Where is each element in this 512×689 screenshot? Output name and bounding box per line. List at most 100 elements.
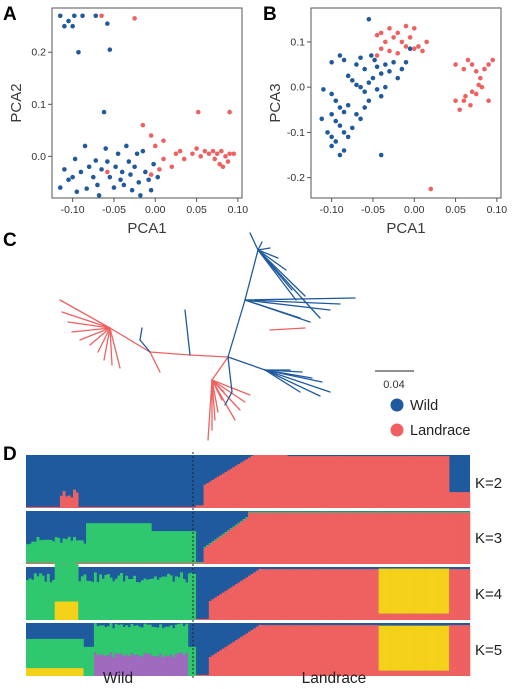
structure-segment — [198, 561, 202, 563]
structure-segment — [436, 511, 439, 513]
panel-a-point-wild — [134, 151, 140, 157]
structure-segment — [70, 601, 74, 620]
structure-segment — [146, 523, 150, 563]
structure-segment — [365, 512, 369, 564]
structure-segment — [253, 511, 257, 513]
structure-segment — [54, 537, 58, 563]
structure-segment — [422, 511, 426, 513]
panel-b-point-wild — [395, 75, 401, 81]
structure-segment — [344, 625, 348, 676]
structure-segment — [41, 506, 45, 508]
structure-segment — [214, 597, 217, 620]
structure-segment — [394, 613, 398, 620]
structure-segment — [422, 613, 426, 620]
structure-segment — [381, 511, 385, 513]
structure-segment — [232, 585, 236, 620]
structure-segment — [167, 506, 170, 508]
structure-segment — [169, 562, 173, 564]
structure-segment — [248, 631, 251, 676]
structure-segment — [396, 670, 400, 676]
structure-segment — [258, 512, 262, 564]
structure-segment — [422, 456, 426, 508]
structure-segment — [266, 569, 270, 620]
structure-segment — [232, 467, 236, 508]
structure-segment — [287, 456, 291, 508]
structure-segment — [261, 511, 264, 513]
panel-b-point-landrace — [453, 98, 458, 104]
panel-b-point-wild — [378, 71, 384, 76]
structure-segment — [125, 654, 129, 676]
panel-b-point-landrace — [378, 30, 384, 36]
panel-a-point-wild — [113, 164, 118, 170]
structure-segment — [355, 456, 358, 508]
structure-segment — [266, 511, 270, 513]
tree-branch-wild — [257, 249, 321, 319]
structure-segment — [26, 544, 29, 563]
structure-segment — [151, 531, 155, 563]
panel-a-point-landrace — [177, 148, 183, 154]
structure-segment — [302, 569, 306, 620]
panel-a-point-wild — [129, 187, 135, 193]
tree-branch-landrace — [59, 299, 111, 329]
panel-a-point-wild — [91, 174, 96, 180]
structure-segment — [208, 600, 212, 620]
structure-segment — [180, 623, 184, 653]
structure-segment — [386, 568, 390, 614]
structure-segment — [425, 670, 429, 676]
structure-segment — [234, 640, 238, 676]
panel-a-point-wild — [84, 186, 89, 191]
structure-segment — [193, 506, 197, 508]
structure-segment — [383, 512, 387, 564]
structure-segment — [109, 506, 113, 508]
structure-segment — [57, 506, 61, 508]
structure-segment — [161, 628, 165, 658]
structure-segment — [80, 638, 84, 669]
structure-segment — [268, 511, 272, 513]
structure-segment — [216, 476, 220, 508]
structure-segment — [443, 511, 447, 513]
structure-segment — [331, 569, 335, 620]
structure-segment — [96, 655, 100, 676]
structure-segment — [54, 668, 58, 676]
panel-b-point-wild — [358, 84, 363, 90]
structure-segment — [159, 531, 163, 563]
structure-segment — [375, 456, 379, 508]
panel-a-point-wild — [107, 174, 113, 180]
structure-segment — [425, 613, 429, 620]
structure-segment — [190, 572, 194, 620]
structure-segment — [352, 511, 356, 513]
structure-segment — [328, 512, 332, 564]
structure-segment — [159, 624, 163, 654]
structure-segment — [234, 465, 238, 508]
structure-segment — [39, 562, 42, 564]
structure-segment — [49, 539, 53, 563]
panel-a-point-landrace — [148, 172, 154, 177]
structure-segment — [187, 531, 191, 563]
structure-segment — [438, 670, 442, 676]
structure-segment — [274, 625, 278, 676]
structure-segment — [57, 638, 61, 669]
structure-segment — [459, 492, 463, 508]
tree-branch-landrace — [109, 327, 113, 366]
structure-segment — [464, 492, 468, 508]
structure-segment — [263, 511, 267, 513]
structure-segment — [151, 626, 155, 656]
panel-a-point-landrace — [194, 146, 199, 151]
tree-branch-landrace — [207, 379, 213, 441]
structure-segment — [318, 569, 322, 620]
structure-segment — [28, 543, 32, 563]
panel-a-point-wild — [143, 169, 148, 175]
structure-segment — [237, 582, 241, 620]
panel-a-point-landrace — [227, 109, 232, 115]
structure-segment — [263, 512, 267, 564]
structure-segment — [438, 613, 442, 620]
panel-b-xtick-label: 0.05 — [445, 204, 466, 216]
panel-b-point-landrace — [411, 46, 417, 52]
structure-segment — [389, 456, 392, 508]
structure-segment — [375, 512, 379, 564]
structure-segment — [41, 638, 45, 669]
structure-segment — [120, 573, 123, 620]
structure-segment — [281, 569, 285, 620]
structure-segment — [125, 506, 129, 508]
phylogenetic-tree — [59, 232, 356, 441]
